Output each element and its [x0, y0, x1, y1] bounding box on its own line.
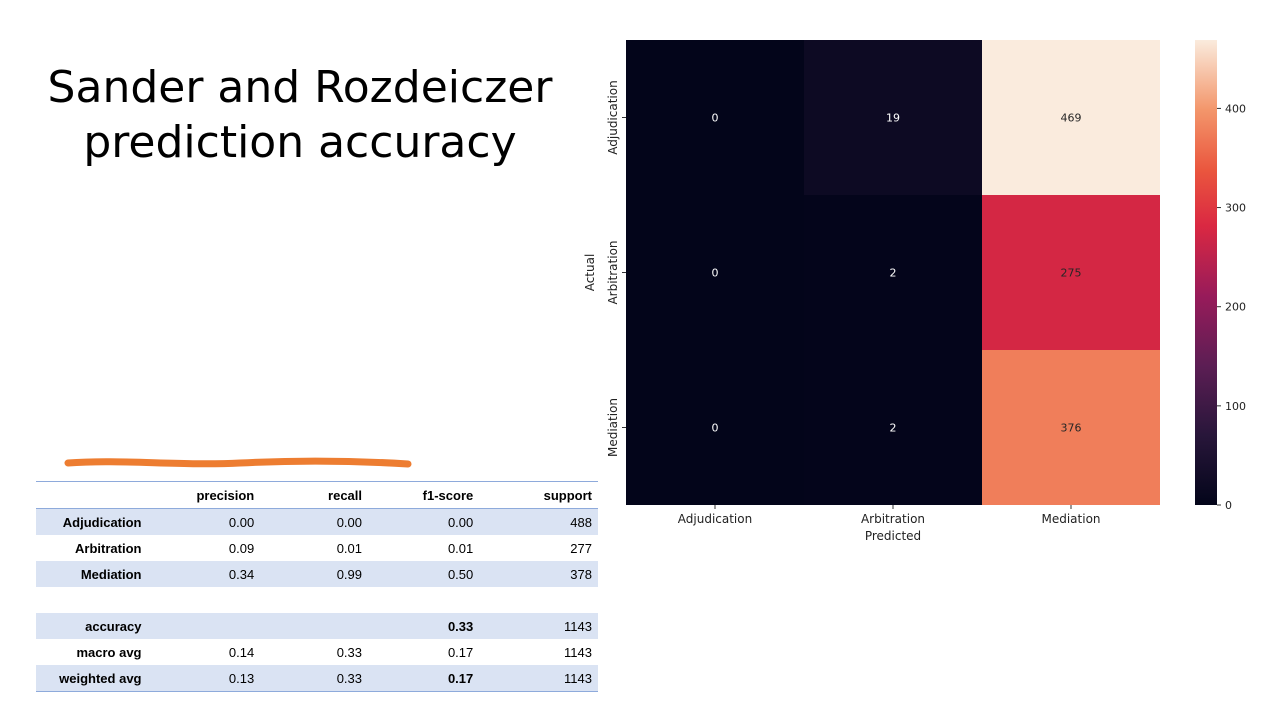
table-row: macro avg 0.14 0.33 0.17 1143	[36, 639, 598, 665]
row-label: Arbitration	[75, 540, 142, 556]
cell-value-label: 469	[1061, 112, 1082, 125]
slide-title-line-1: Sander and Rozdeiczer	[47, 62, 553, 113]
colorbar-tick-label: 200	[1225, 301, 1246, 314]
column-header-precision: precision	[196, 487, 255, 503]
table-cell: 0.17	[447, 644, 474, 660]
row-label	[36, 587, 148, 613]
heatmap-cell	[626, 195, 804, 350]
table-row: Adjudication 0.00 0.00 0.00 488	[36, 508, 598, 535]
table-cell	[260, 587, 368, 613]
table-cell: 0.50	[447, 566, 474, 582]
colorbar-tick-label: 300	[1225, 202, 1246, 215]
heatmap-cell	[982, 350, 1160, 505]
table-row: Arbitration 0.09 0.01 0.01 277	[36, 535, 598, 561]
colorbar	[1195, 40, 1217, 505]
row-label: accuracy	[85, 618, 142, 634]
row-label: weighted avg	[59, 670, 142, 686]
y-tick-label: Adjudication	[606, 80, 620, 154]
heatmap-cell	[804, 195, 982, 350]
table-cell: 0.17	[447, 670, 474, 686]
table-cell: 0.33	[336, 644, 363, 660]
slide-title: Sander and Rozdeiczer prediction accurac…	[40, 60, 560, 170]
table-cell: 488	[570, 514, 592, 530]
heatmap-cell	[626, 40, 804, 195]
heatmap-cell	[982, 195, 1160, 350]
heatmap-cell	[804, 40, 982, 195]
table-cell: 0.00	[447, 514, 474, 530]
table-cell: 0.00	[336, 514, 363, 530]
table-header-row: precision recall f1-score support	[36, 481, 598, 509]
table-cell: 378	[570, 566, 592, 582]
cell-value-label: 376	[1061, 422, 1082, 435]
table-cell	[148, 587, 261, 613]
table-cell: 1143	[564, 670, 592, 686]
colorbar-tick-label: 0	[1225, 499, 1232, 512]
cell-value-label: 275	[1061, 267, 1082, 280]
table-cell: 0.34	[228, 566, 255, 582]
colorbar-tick-label: 400	[1225, 102, 1246, 115]
column-header-f1-score: f1-score	[422, 487, 474, 503]
row-label: macro avg	[76, 644, 142, 660]
cell-value-label: 0	[712, 267, 719, 280]
table-cell: 0.01	[336, 540, 363, 556]
y-tick-label: Arbitration	[606, 240, 620, 304]
column-header-support: support	[543, 487, 592, 503]
cell-value-label: 2	[890, 422, 897, 435]
x-tick-label: Arbitration	[861, 512, 925, 526]
column-header-recall: recall	[328, 487, 363, 503]
y-axis-label: Actual	[583, 254, 597, 292]
classification-report-table: precision recall f1-score support Adjudicat…	[36, 481, 598, 692]
table-cell	[368, 587, 479, 613]
row-label: Adjudication	[62, 514, 142, 530]
table-cell: 0.00	[228, 514, 255, 530]
table-cell: 0.33	[447, 618, 474, 634]
cell-value-label: 2	[890, 267, 897, 280]
table-row: Mediation 0.34 0.99 0.50 378	[36, 561, 598, 587]
table-cell: 0.99	[336, 566, 363, 582]
heatmap-cell	[982, 40, 1160, 195]
slide-title-line-2: prediction accuracy	[83, 117, 517, 168]
cell-value-label: 19	[886, 112, 900, 125]
heatmap-cell	[626, 350, 804, 505]
cell-value-label: 0	[712, 112, 719, 125]
x-tick-label: Adjudication	[678, 512, 752, 526]
table-cell: 0.13	[228, 670, 255, 686]
table-cell: 0.33	[336, 670, 363, 686]
colorbar-tick-label: 100	[1225, 400, 1246, 413]
heatmap-cell	[804, 350, 982, 505]
table-cell: 0.14	[228, 644, 255, 660]
table-row: weighted avg 0.13 0.33 0.17 1143	[36, 665, 598, 692]
y-tick-label: Mediation	[606, 398, 620, 457]
x-axis-label: Predicted	[865, 529, 921, 543]
table-cell: 0.09	[228, 540, 255, 556]
table-cell: 1143	[564, 618, 592, 634]
table-cell	[148, 613, 261, 639]
ink-underline-stroke	[64, 457, 412, 468]
table-cell: 0.01	[447, 540, 474, 556]
row-label: Mediation	[80, 566, 142, 582]
confusion-matrix-heatmap: 0 19 469 0 2 275 0 2 376 Adjudication Arbitration M…	[583, 40, 1246, 543]
cell-value-label: 0	[712, 422, 719, 435]
table-row: accuracy 0.33 1143	[36, 613, 598, 639]
table-cell	[479, 587, 598, 613]
column-header-empty	[36, 482, 148, 509]
x-tick-label: Mediation	[1041, 512, 1100, 526]
table-cell: 277	[570, 540, 592, 556]
table-cell: 1143	[564, 644, 592, 660]
table-cell	[260, 613, 368, 639]
table-row	[36, 587, 598, 613]
